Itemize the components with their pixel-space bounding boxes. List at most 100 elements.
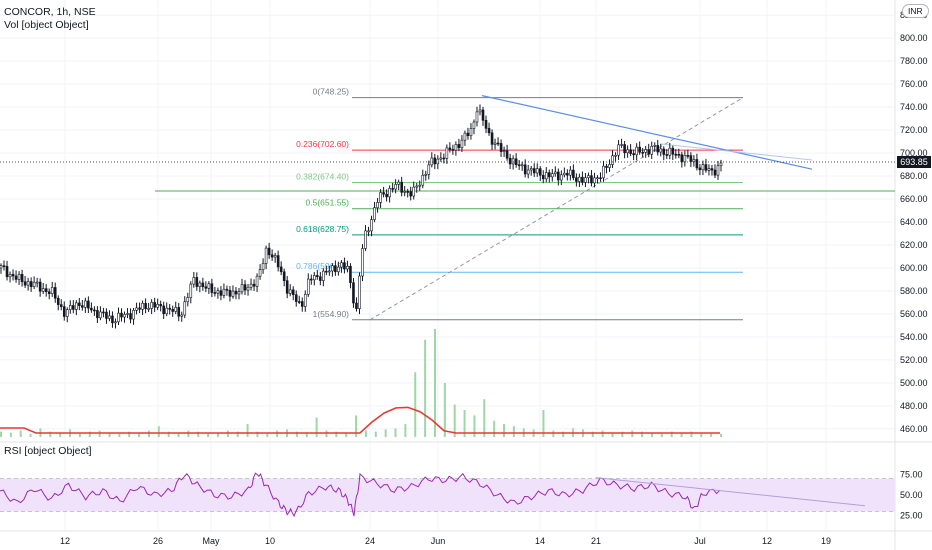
candle-body (147, 308, 150, 310)
candle-body (99, 311, 102, 319)
currency-badge[interactable]: INR (902, 4, 929, 18)
candle-body (237, 291, 241, 295)
candle-body (656, 145, 660, 153)
rsi-label[interactable]: RSI [object Object] (4, 445, 92, 457)
volume-bar (157, 426, 160, 437)
candle-body (228, 289, 232, 297)
candle-body (177, 307, 181, 317)
price-tick-label: 740.00 (900, 102, 928, 112)
candle-body (373, 207, 376, 220)
price-tick-label: 640.00 (900, 217, 928, 227)
candle-body (550, 173, 554, 178)
candle-body (454, 144, 458, 151)
volume-bar (335, 431, 338, 437)
time-tick-label: 26 (153, 536, 163, 546)
candle-body (554, 171, 557, 174)
candle-body (319, 276, 322, 281)
candle-body (662, 148, 666, 155)
volume-bar (562, 431, 565, 437)
volume-bar (59, 432, 62, 437)
candle-body (547, 172, 551, 178)
price-panel[interactable]: 0(748.25) 0.236(702.60) 0.382(674.40) 0.5(6… (0, 87, 895, 329)
candle-body (460, 139, 464, 148)
candle-body (322, 270, 325, 281)
price-tick-label: 760.00 (900, 79, 928, 89)
candle-body (264, 247, 268, 264)
volume-bar (611, 432, 614, 437)
candle-body (376, 202, 379, 208)
candle-body (463, 132, 467, 141)
resistance-trendline (481, 95, 813, 170)
candle-body (75, 302, 78, 310)
candle-body (602, 165, 605, 179)
candle-body (358, 275, 361, 309)
candle-body (343, 262, 346, 270)
candle-body (246, 286, 250, 291)
candle-body (198, 282, 202, 287)
candle-body (105, 311, 108, 319)
candle-body (171, 309, 175, 312)
candle-body (692, 159, 696, 162)
candle-body (162, 305, 165, 315)
candle-body (578, 176, 581, 182)
volume-bar (49, 431, 52, 437)
volume-bar (542, 410, 545, 437)
volume-bar (700, 433, 703, 437)
fib-level-label: 0(748.25) (313, 87, 350, 97)
candle-body (279, 266, 283, 273)
candle-body (243, 284, 247, 291)
candle-body (288, 289, 292, 294)
candle-body (596, 177, 599, 180)
volume-label[interactable]: Vol [object Object] (4, 19, 89, 31)
candle-body (475, 111, 479, 123)
volume-bar (29, 433, 32, 437)
candle-body (370, 219, 373, 232)
price-tick-label: 480.00 (900, 401, 928, 411)
price-tick-label: 560.00 (900, 309, 928, 319)
candle-body (466, 132, 470, 137)
candle-body (704, 164, 708, 171)
candle-body (8, 273, 12, 278)
candle-body (412, 186, 416, 197)
volume-bar (128, 431, 131, 437)
candle-body (716, 165, 720, 176)
candle-body (418, 184, 422, 187)
volume-bar (355, 415, 358, 437)
candle-body (328, 270, 331, 273)
candle-body (201, 282, 205, 288)
volume-bar (197, 431, 200, 437)
candle-body (433, 157, 437, 165)
volume-bar (384, 429, 387, 437)
time-tick-label: 14 (535, 536, 545, 546)
volume-bar (167, 431, 170, 437)
volume-bar (493, 420, 496, 437)
candle-body (361, 248, 364, 277)
volume-bar (177, 432, 180, 437)
candle-body (406, 191, 409, 193)
price-tick-label: 500.00 (900, 378, 928, 388)
candle-body (668, 147, 672, 156)
candle-body (394, 184, 397, 190)
candle-body (382, 192, 385, 195)
volume-bar (670, 431, 673, 437)
candle-body (47, 291, 51, 294)
rsi-panel[interactable] (0, 472, 895, 518)
candle-body (44, 288, 48, 293)
price-tick-label: 460.00 (900, 424, 928, 434)
candle-body (20, 274, 24, 283)
candle-body (90, 307, 93, 311)
candle-body (129, 313, 132, 320)
candle-body (508, 157, 512, 165)
candle-body (620, 144, 623, 146)
candle-body (626, 149, 629, 154)
candle-body (273, 255, 277, 258)
candle-body (683, 155, 687, 163)
candle-body (111, 315, 114, 324)
volume-bar (88, 431, 91, 437)
candle-body (665, 154, 669, 156)
symbol-title[interactable]: CONCOR, 1h, NSE (4, 6, 96, 18)
candle-body (541, 174, 545, 180)
price-tick-label: 700.00 (900, 148, 928, 158)
